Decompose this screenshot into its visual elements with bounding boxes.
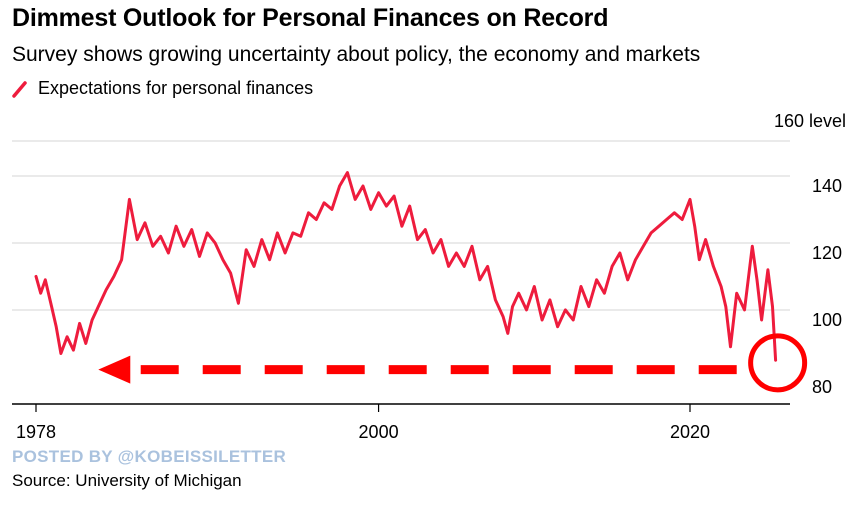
x-tick-label-2020: 2020 [670,422,710,442]
y-tick-label-120: 120 [812,243,842,263]
y-tick-label-140: 140 [812,176,842,196]
watermark: POSTED BY @KOBEISSILETTER [12,447,287,466]
chart-subtitle: Survey shows growing uncertainty about p… [12,43,701,66]
x-tick-label-1978: 1978 [16,422,56,442]
legend-label: Expectations for personal finances [38,78,314,98]
chart-title: Dimmest Outlook for Personal Finances on… [12,4,609,32]
legend: Expectations for personal finances [12,78,313,99]
y-tick-label-80: 80 [812,377,832,397]
y-axis-unit-label: 160 level [773,111,846,131]
x-tick-label-2000: 2000 [359,422,399,442]
y-tick-label-100: 100 [812,310,842,330]
annotation-circle [748,333,808,393]
legend-swatch [12,80,27,98]
annotation-arrowhead [98,355,131,384]
series-line-personal-finances [34,171,778,362]
source-note: Source: University of Michigan [12,471,242,490]
